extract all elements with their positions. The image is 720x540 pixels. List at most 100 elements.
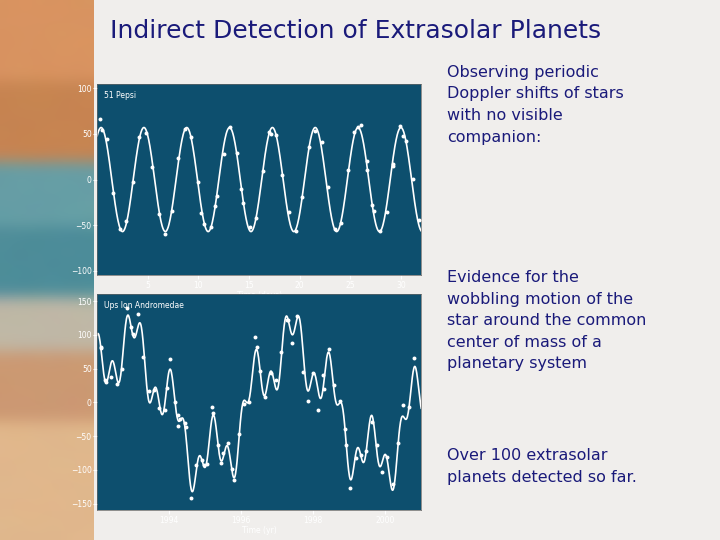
Point	[387, 480, 399, 489]
Point	[413, 215, 425, 224]
Point	[329, 225, 341, 234]
Point	[323, 183, 334, 192]
Point	[361, 166, 373, 174]
Point	[374, 227, 386, 235]
Text: Indirect Detection of Extrasolar Planets: Indirect Detection of Extrasolar Planets	[109, 19, 600, 43]
Point	[400, 137, 412, 146]
Point	[303, 142, 315, 151]
Point	[132, 310, 144, 319]
Point	[143, 386, 154, 395]
Point	[169, 397, 181, 406]
Point	[191, 460, 202, 469]
Point	[394, 122, 405, 131]
Point	[403, 403, 415, 411]
Point	[120, 217, 132, 226]
Point	[215, 459, 226, 468]
Point	[381, 207, 392, 216]
Point	[99, 376, 110, 384]
Point	[254, 367, 266, 375]
Text: Observing periodic
Doppler shifts of stars
with no visible
companion:: Observing periodic Doppler shifts of sta…	[447, 65, 624, 145]
Point	[222, 438, 234, 447]
Point	[366, 200, 378, 209]
Point	[317, 370, 328, 379]
Point	[265, 368, 276, 377]
Point	[292, 312, 303, 321]
Point	[328, 381, 340, 389]
Point	[122, 304, 133, 313]
Point	[164, 355, 176, 363]
Point	[201, 460, 212, 469]
Point	[352, 123, 364, 132]
Point	[270, 376, 282, 384]
Point	[226, 465, 238, 474]
Point	[283, 207, 294, 216]
Point	[257, 167, 269, 176]
Point	[96, 126, 107, 135]
Point	[270, 131, 282, 139]
Point	[116, 365, 127, 374]
Point	[175, 415, 186, 423]
Point	[387, 161, 398, 170]
Point	[266, 130, 277, 138]
Point	[140, 129, 152, 138]
Point	[341, 441, 352, 449]
Point	[179, 418, 191, 427]
Point	[173, 153, 184, 162]
Point	[233, 429, 245, 438]
Point	[371, 440, 382, 449]
Point	[133, 133, 145, 141]
Point	[407, 175, 418, 184]
Point	[355, 120, 366, 129]
Point	[217, 448, 229, 457]
Point	[361, 157, 373, 165]
Point	[348, 128, 360, 137]
Point	[323, 345, 335, 354]
Point	[95, 343, 107, 352]
Point	[264, 127, 275, 136]
Point	[366, 417, 377, 426]
Point	[114, 225, 125, 233]
Point	[196, 456, 207, 464]
Point	[302, 397, 314, 406]
Point	[100, 377, 112, 386]
Point	[243, 397, 255, 406]
Point	[173, 422, 184, 430]
Point	[125, 323, 137, 332]
Point	[260, 393, 271, 402]
Point	[249, 333, 261, 342]
Point	[207, 402, 218, 411]
Point	[186, 132, 197, 141]
Point	[172, 410, 184, 419]
Point	[212, 441, 223, 449]
Point	[199, 461, 210, 469]
Text: Over 100 extrasolar
planets detected so far.: Over 100 extrasolar planets detected so …	[447, 448, 637, 485]
Point	[355, 451, 366, 460]
Text: Evidence for the
wobbling motion of the
star around the common
center of mass of: Evidence for the wobbling motion of the …	[447, 270, 647, 372]
Point	[289, 227, 301, 235]
Point	[95, 343, 107, 352]
Point	[310, 127, 321, 136]
Text: 51 Pepsi: 51 Pepsi	[104, 91, 136, 100]
Point	[286, 339, 297, 348]
Point	[296, 193, 307, 202]
Point	[207, 409, 219, 417]
Point	[153, 404, 165, 413]
Point	[397, 401, 409, 410]
Point	[408, 354, 420, 363]
Point	[282, 316, 294, 325]
Point	[350, 454, 361, 462]
Point	[196, 208, 207, 217]
Point	[238, 198, 249, 207]
Point	[276, 348, 287, 356]
Point	[307, 369, 319, 377]
Point	[199, 219, 210, 228]
Point	[387, 160, 399, 168]
Text: Ups lon Andromedae: Ups lon Andromedae	[104, 301, 184, 310]
Point	[228, 476, 239, 484]
Point	[192, 178, 204, 186]
Point	[316, 138, 328, 146]
Point	[127, 330, 138, 339]
Point	[312, 406, 324, 414]
Point	[368, 206, 379, 215]
Point	[397, 132, 409, 140]
